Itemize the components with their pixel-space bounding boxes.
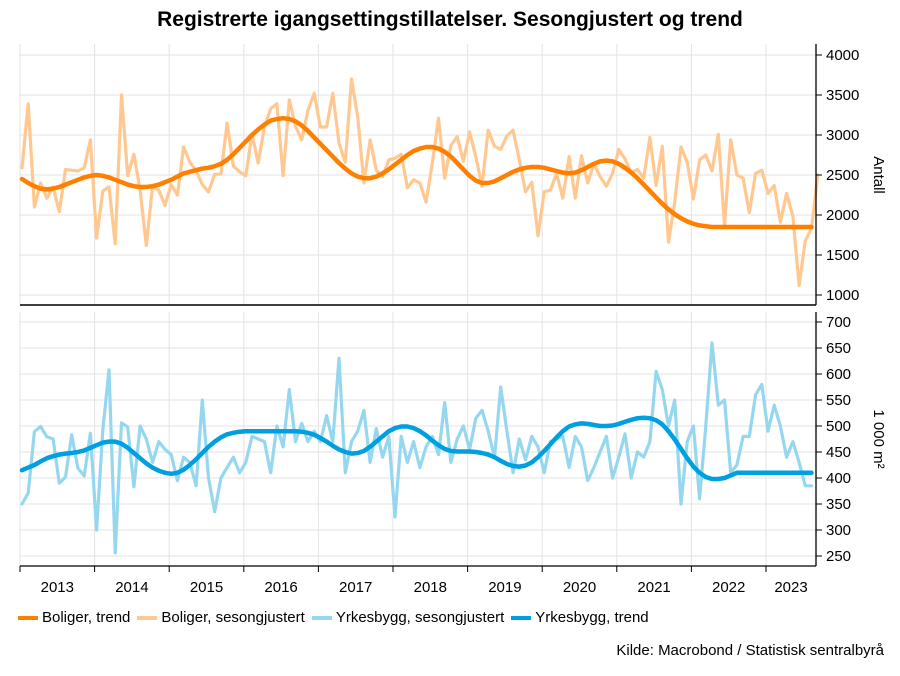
legend-item-yrkesbygg-sesongjustert[interactable]: Yrkesbygg, sesongjustert: [311, 609, 505, 626]
source-note: Kilde: Macrobond / Statistisk sentralbyr…: [616, 642, 884, 659]
x-tick-label: 2019: [488, 579, 521, 596]
x-tick-label: 2018: [414, 579, 447, 596]
top-y-tick-label: 4000: [826, 47, 859, 64]
legend-label: Yrkesbygg, trend: [535, 609, 649, 626]
legend: Boliger, trend Boliger, sesongjustert Yr…: [18, 609, 656, 626]
bottom-y-tick-label: 500: [826, 418, 851, 435]
top-y-tick-label: 1500: [826, 247, 859, 264]
top-panel-series: [19, 77, 820, 287]
legend-item-yrkesbygg-trend[interactable]: Yrkesbygg, trend: [511, 609, 649, 626]
bottom-y-tick-label: 650: [826, 340, 851, 357]
legend-label: Yrkesbygg, sesongjustert: [335, 609, 505, 626]
top-y-tick-label: 1000: [826, 287, 859, 304]
x-tick-label: 2017: [339, 579, 372, 596]
x-tick-label: 2013: [41, 579, 74, 596]
series-yrkesbygg-trend-line: [19, 415, 814, 482]
chart-title: Registrerte igangsettingstillatelser. Se…: [157, 8, 743, 31]
bottom-panel-series: [19, 341, 814, 555]
top-y-tick-label: 2500: [826, 167, 859, 184]
bottom-y-tick-label: 300: [826, 522, 851, 539]
bottom-y-tick-label: 450: [826, 444, 851, 461]
top-y-tick-label: 3000: [826, 127, 859, 144]
series-yrkesbygg-sesongjustert-line: [20, 341, 814, 555]
top-y-axis-title: Antall: [870, 156, 887, 194]
bottom-y-tick-label: 400: [826, 470, 851, 487]
top-y-tick-label: 3500: [826, 87, 859, 104]
x-tick-label: 2015: [190, 579, 223, 596]
legend-item-boliger-trend[interactable]: Boliger, trend: [18, 609, 130, 626]
axes: [19, 44, 822, 572]
legend-label: Boliger, trend: [42, 609, 131, 626]
x-tick-label: 2021: [637, 579, 670, 596]
bottom-y-tick-label: 250: [826, 548, 851, 565]
x-tick-label: 2022: [712, 579, 745, 596]
x-tick-label: 2020: [563, 579, 596, 596]
x-tick-label: 2014: [115, 579, 148, 596]
x-tick-label: 2016: [264, 579, 297, 596]
x-tick-label: 2023: [774, 579, 807, 596]
legend-swatch: [511, 615, 532, 620]
legend-swatch: [18, 615, 38, 620]
legend-item-boliger-sesongjustert[interactable]: Boliger, sesongjustert: [137, 609, 305, 626]
legend-label: Boliger, sesongjustert: [161, 609, 305, 626]
bottom-y-tick-label: 600: [826, 366, 851, 383]
bottom-y-tick-label: 700: [826, 314, 851, 331]
bottom-y-tick-label: 550: [826, 392, 851, 409]
series-boliger-sesongjustert-line: [20, 77, 820, 287]
bottom-y-axis-title: 1 000 m²: [870, 409, 887, 468]
series-boliger-trend-line: [19, 115, 814, 230]
axis-labels: 1000 1500 2000 2500 3000 3500 4000 250 300 350 400…: [41, 47, 887, 596]
bottom-y-tick-label: 350: [826, 496, 851, 513]
legend-swatch: [311, 615, 332, 620]
top-y-tick-label: 2000: [826, 207, 859, 224]
legend-swatch: [137, 615, 158, 620]
bottom-panel-grid: [19, 312, 816, 566]
